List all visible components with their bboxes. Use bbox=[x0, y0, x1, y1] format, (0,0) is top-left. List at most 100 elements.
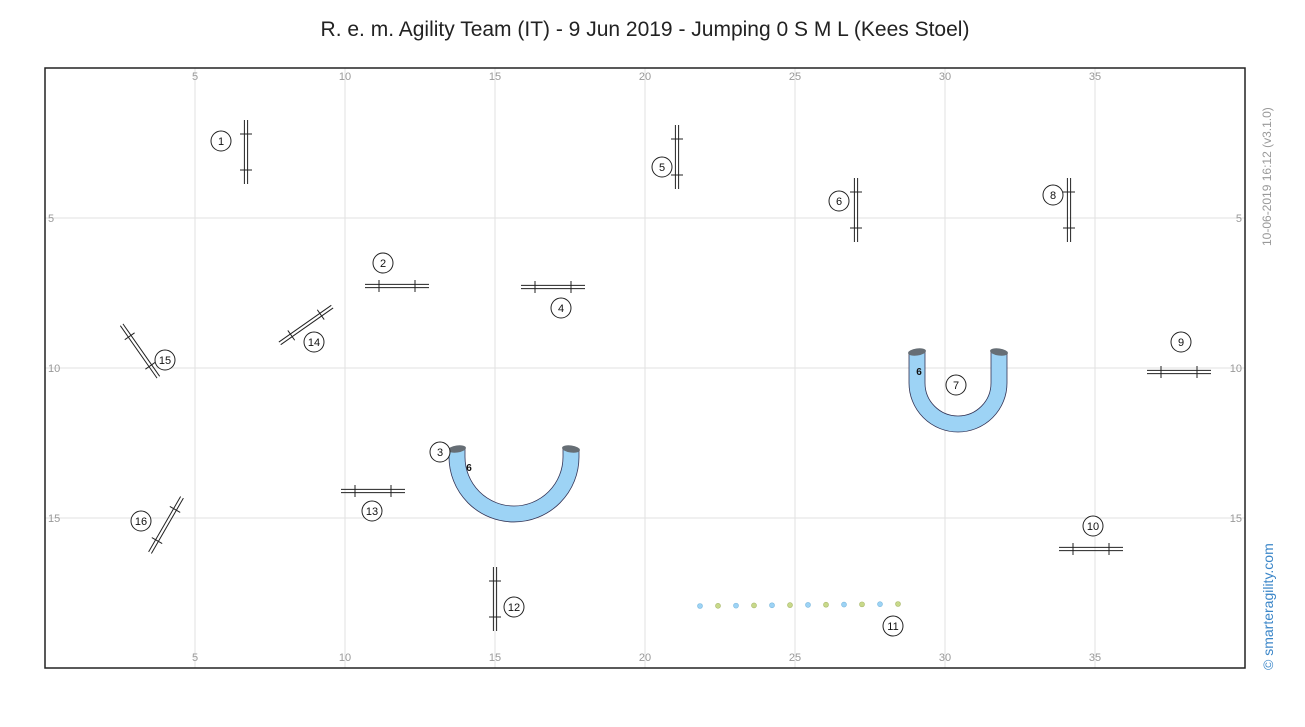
x-tick-top: 5 bbox=[192, 71, 198, 83]
weave-pole bbox=[697, 603, 703, 609]
number-label: 3 bbox=[437, 447, 443, 459]
weave-pole bbox=[859, 601, 865, 608]
grid-lines bbox=[45, 68, 1245, 668]
jump-13 bbox=[341, 485, 405, 497]
jump-8 bbox=[1063, 178, 1075, 242]
jump-1 bbox=[240, 120, 252, 184]
obstacle-number-13: 13 bbox=[361, 500, 383, 522]
x-tick-top: 30 bbox=[939, 71, 951, 83]
course-title: R. e. m. Agility Team (IT) - 9 Jun 2019 … bbox=[320, 18, 970, 41]
tunnel-length-label: 6 bbox=[466, 463, 472, 474]
number-label: 1 bbox=[218, 136, 224, 148]
tunnels: 66 bbox=[448, 348, 1008, 523]
jump-10 bbox=[1059, 543, 1123, 555]
number-label: 5 bbox=[659, 162, 665, 174]
arena-border bbox=[44, 67, 1246, 669]
jump-14 bbox=[278, 304, 334, 346]
number-label: 12 bbox=[508, 602, 520, 614]
y-tick-right: 5 bbox=[1236, 213, 1242, 225]
jump-bar bbox=[280, 307, 334, 346]
obstacle-number-8: 8 bbox=[1042, 184, 1064, 206]
number-label: 9 bbox=[1178, 337, 1184, 349]
number-label: 8 bbox=[1050, 190, 1056, 202]
number-label: 16 bbox=[135, 516, 147, 528]
number-label: 7 bbox=[953, 380, 959, 392]
y-tick-right: 10 bbox=[1230, 363, 1242, 375]
jump-4 bbox=[521, 281, 585, 293]
jump-12 bbox=[489, 567, 501, 631]
x-tick-bottom: 25 bbox=[789, 652, 801, 664]
x-tick-top: 15 bbox=[489, 71, 501, 83]
x-tick-top: 25 bbox=[789, 71, 801, 83]
obstacle-number-10: 10 bbox=[1082, 515, 1104, 537]
number-label: 10 bbox=[1087, 521, 1099, 533]
number-circle bbox=[550, 297, 572, 319]
jump-16 bbox=[148, 496, 184, 554]
weave-pole bbox=[877, 601, 883, 607]
y-tick-right: 15 bbox=[1230, 513, 1242, 525]
number-circle bbox=[303, 331, 325, 353]
tunnel-end bbox=[990, 348, 1008, 356]
jump-5 bbox=[671, 125, 683, 189]
number-circle bbox=[882, 615, 904, 637]
obstacle-number-7: 7 bbox=[945, 374, 967, 396]
weave-pole bbox=[715, 603, 721, 609]
copyright-label: © smarteragility.com bbox=[1260, 543, 1276, 670]
jump-wing bbox=[124, 332, 135, 341]
y-tick-left: 10 bbox=[48, 363, 60, 375]
obstacle-number-12: 12 bbox=[503, 596, 525, 618]
weave-pole bbox=[769, 602, 775, 609]
x-tick-bottom: 5 bbox=[192, 652, 198, 664]
jump-bar bbox=[150, 497, 184, 554]
obstacle-number-11: 11 bbox=[882, 615, 904, 637]
jump-wing bbox=[316, 309, 325, 320]
number-circle bbox=[372, 252, 394, 274]
weave-pole bbox=[841, 601, 847, 608]
jump-15 bbox=[119, 323, 161, 379]
y-tick-left: 5 bbox=[48, 213, 54, 225]
number-circle bbox=[154, 349, 176, 371]
jump-bar bbox=[278, 304, 332, 343]
number-circle bbox=[361, 500, 383, 522]
number-circle bbox=[1082, 515, 1104, 537]
obstacle-number-9: 9 bbox=[1170, 331, 1192, 353]
x-tick-top: 20 bbox=[639, 71, 651, 83]
number-circle bbox=[1042, 184, 1064, 206]
number-label: 15 bbox=[159, 355, 171, 367]
jump-wing bbox=[145, 361, 156, 370]
jump-9 bbox=[1147, 366, 1211, 378]
x-tick-top: 10 bbox=[339, 71, 351, 83]
obstacle-number-3: 3 bbox=[429, 441, 451, 463]
number-label: 2 bbox=[380, 258, 386, 270]
weave-pole bbox=[751, 602, 757, 609]
number-circle bbox=[828, 190, 850, 212]
weave-pole bbox=[733, 602, 739, 609]
x-tick-bottom: 30 bbox=[939, 652, 951, 664]
jump-wing bbox=[151, 537, 163, 545]
y-tick-left: 15 bbox=[48, 513, 60, 525]
number-circle bbox=[130, 510, 152, 532]
jump-bar bbox=[119, 325, 158, 379]
jumps bbox=[119, 120, 1211, 631]
number-circle bbox=[503, 596, 525, 618]
obstacle-number-15: 15 bbox=[154, 349, 176, 371]
obstacle-number-6: 6 bbox=[828, 190, 850, 212]
weave-pole bbox=[805, 602, 811, 608]
tunnel-length-label: 6 bbox=[916, 367, 922, 378]
tunnel-body bbox=[908, 351, 1008, 433]
jump-2 bbox=[365, 280, 429, 292]
timestamp-text: 10-06-2019 16:12 (v3.1.0) bbox=[1260, 107, 1274, 246]
jump-bar bbox=[148, 496, 182, 553]
obstacle-number-4: 4 bbox=[550, 297, 572, 319]
obstacle-number-2: 2 bbox=[372, 252, 394, 274]
weave-pole bbox=[787, 602, 793, 608]
copyright-text: © smarteragility.com bbox=[1260, 543, 1276, 670]
x-tick-bottom: 10 bbox=[339, 652, 351, 664]
x-tick-bottom: 35 bbox=[1089, 652, 1101, 664]
tunnel-body bbox=[448, 448, 580, 523]
x-tick-bottom: 20 bbox=[639, 652, 651, 664]
weave-pole bbox=[823, 601, 829, 608]
jump-6 bbox=[850, 178, 862, 242]
x-tick-bottom: 15 bbox=[489, 652, 501, 664]
